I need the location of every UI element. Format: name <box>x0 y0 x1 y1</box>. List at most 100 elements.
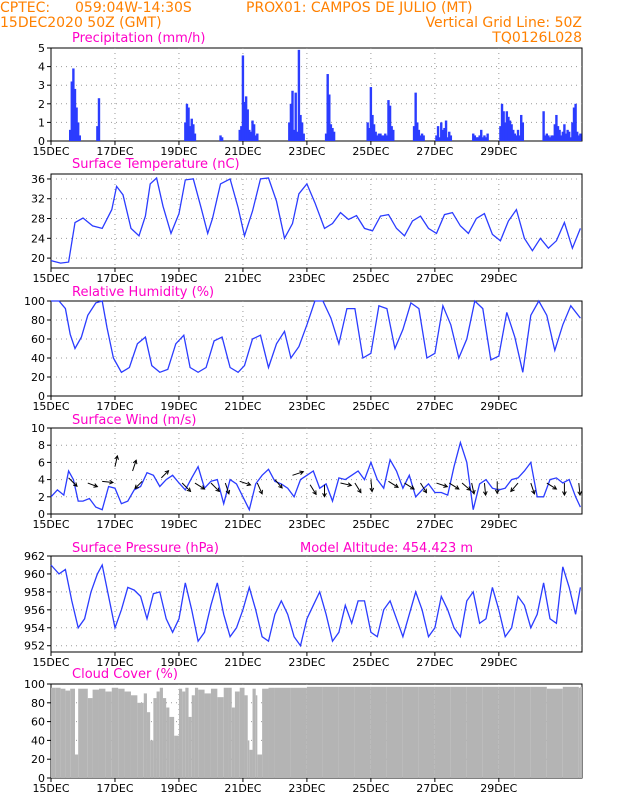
precipitation-bar <box>518 135 521 141</box>
cloud-cover-xtick-label: 23DEC <box>288 782 325 795</box>
wind-arrow <box>181 482 191 492</box>
cloud-cover-xtick-label: 27DEC <box>416 782 453 795</box>
header-coordinates: 059:04W-14:30S <box>75 0 192 16</box>
cloud-cover-column <box>274 687 291 778</box>
wind-xtick-label: 29DEC <box>480 518 517 531</box>
precipitation-bar <box>219 135 222 141</box>
precipitation-bar <box>550 135 553 141</box>
wind-arrow <box>483 482 487 496</box>
precipitation-bar <box>508 120 512 141</box>
wind-arrow-head <box>531 489 536 495</box>
cloud-cover-column <box>210 688 218 778</box>
precipitation-bar <box>97 98 101 141</box>
wind-arrow <box>578 482 581 496</box>
wind-arrow <box>161 470 169 479</box>
cloud-cover-column <box>178 688 183 778</box>
precipitation-bar <box>510 124 513 141</box>
cloud-cover-column <box>386 686 403 778</box>
temperature-frame <box>50 173 583 269</box>
precipitation-xtick-label: 17DEC <box>96 145 133 158</box>
precipitation-bar <box>374 131 377 141</box>
precipitation-bar <box>241 55 245 141</box>
precipitation-bar <box>520 114 523 141</box>
wind-xtick-label: 27DEC <box>416 518 453 531</box>
temperature-xtick-label: 21DEC <box>224 272 261 285</box>
cloud-cover-xtick-label: 25DEC <box>352 782 389 795</box>
wind-arrow <box>340 482 352 486</box>
temperature-xtick-label: 17DEC <box>96 272 133 285</box>
temperature-xtick-label: 15DEC <box>32 272 69 285</box>
cloud-cover-column <box>255 695 258 778</box>
precipitation-bar <box>440 122 443 141</box>
cloud-cover-column <box>182 691 186 778</box>
temperature-ytick-label: 24 <box>31 232 45 245</box>
humidity-xtick-label: 29DEC <box>480 400 517 413</box>
wind-arrow <box>114 455 118 467</box>
precipitation-bar <box>366 122 369 141</box>
precipitation-bar <box>448 131 451 141</box>
precipitation-bar <box>302 133 305 141</box>
wind-arrow-head <box>471 489 476 495</box>
precipitation-bar <box>481 137 485 141</box>
humidity-xtick-label: 17DEC <box>96 400 133 413</box>
precipitation-bar <box>254 135 257 141</box>
wind-arrow <box>461 482 471 491</box>
cloud-cover-column <box>194 687 199 778</box>
precipitation-bar <box>419 135 422 141</box>
wind-arrow <box>224 482 230 494</box>
precipitation-bar <box>476 137 480 141</box>
cloud-cover-column <box>51 687 56 778</box>
precipitation-bar <box>76 122 80 141</box>
precipitation-bar <box>193 133 197 141</box>
precipitation-bar <box>96 126 99 141</box>
precipitation-bar <box>377 133 381 141</box>
cloud-cover-column <box>338 686 355 778</box>
precipitation-bar <box>185 103 189 141</box>
wind-arrow-head <box>466 486 472 491</box>
precipitation-bar <box>390 126 393 141</box>
cloud-cover-column <box>156 691 160 778</box>
cloud-cover-column <box>562 686 579 778</box>
cloud-cover-column <box>247 740 250 778</box>
wind-panel: 15DEC 17DEC 19DEC 21DEC 23DEC 25DEC 27DEC 29DEC… <box>31 422 583 531</box>
precipitation-bar <box>475 137 478 141</box>
temperature-series-line <box>50 176 582 264</box>
humidity-ytick-label: 0 <box>38 390 45 403</box>
precipitation-bar <box>571 122 574 141</box>
precipitation-bar <box>560 135 563 141</box>
cloud-cover-column <box>514 686 531 778</box>
pressure-xtick-label: 27DEC <box>416 656 453 669</box>
precipitation-title: Precipitation (mm/h) <box>72 31 205 46</box>
wind-arrow <box>510 482 519 492</box>
cloud-cover-column <box>370 686 387 778</box>
cloud-cover-column <box>78 688 83 778</box>
temperature-xtick-label: 27DEC <box>416 272 453 285</box>
precipitation-bar <box>480 129 483 141</box>
cloud-cover-column <box>55 687 61 778</box>
precipitation-bar <box>558 129 561 141</box>
precipitation-xtick-label: 21DEC <box>224 145 261 158</box>
precipitation-bar <box>513 133 517 141</box>
cloud-cover-column <box>150 740 154 778</box>
cloud-cover-ytick-label: 0 <box>38 772 45 785</box>
precipitation-bar <box>384 133 387 141</box>
precipitation-bar <box>414 92 417 141</box>
wind-xtick-label: 23DEC <box>288 518 325 531</box>
cloud-cover-column <box>130 695 138 778</box>
precipitation-bar <box>248 129 251 141</box>
wind-arrow <box>132 460 137 472</box>
cloud-cover-column <box>249 749 253 778</box>
precipitation-bar <box>289 103 293 141</box>
pressure-xtick-label: 29DEC <box>480 656 517 669</box>
wind-arrow-head <box>369 487 375 493</box>
humidity-ytick-label: 100 <box>24 295 45 308</box>
precipitation-ytick-label: 3 <box>38 79 45 92</box>
precipitation-bar <box>294 92 297 141</box>
wind-arrow <box>448 482 460 490</box>
precipitation-bar <box>192 124 195 141</box>
cloud-cover-ytick-label: 60 <box>31 716 45 729</box>
cloud-cover-ytick-label: 20 <box>31 753 45 766</box>
precipitation-bar <box>376 135 379 141</box>
humidity-xtick-label: 19DEC <box>160 400 197 413</box>
pressure-xtick-label: 25DEC <box>352 656 389 669</box>
